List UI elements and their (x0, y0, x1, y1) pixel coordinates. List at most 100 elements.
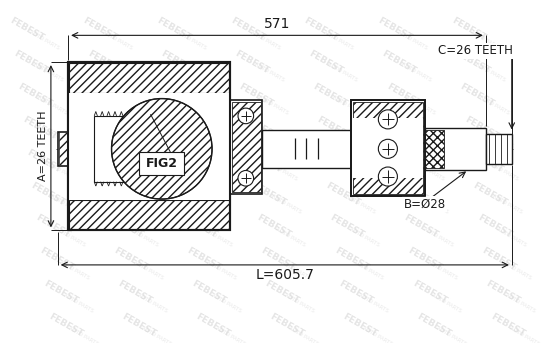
Text: FEBEST: FEBEST (47, 312, 84, 339)
Text: AUTO PARTS: AUTO PARTS (46, 161, 77, 182)
Text: AUTO PARTS: AUTO PARTS (201, 227, 233, 248)
Bar (351, 100, 425, 196)
Text: FEBEST: FEBEST (302, 16, 340, 43)
Text: AUTO PARTS: AUTO PARTS (509, 326, 541, 343)
Text: AUTO PARTS: AUTO PARTS (504, 293, 536, 314)
Text: FEBEST: FEBEST (34, 213, 72, 240)
Text: AUTO PARTS: AUTO PARTS (106, 62, 138, 83)
Text: FEBEST: FEBEST (99, 147, 136, 174)
Text: AUTO PARTS: AUTO PARTS (361, 326, 393, 343)
Text: AUTO PARTS: AUTO PARTS (279, 260, 311, 281)
Text: AUTO PARTS: AUTO PARTS (414, 161, 446, 182)
Text: FEBEST: FEBEST (108, 213, 145, 240)
Text: FEBEST: FEBEST (90, 82, 128, 108)
Text: FEBEST: FEBEST (160, 49, 197, 75)
Text: AUTO PARTS: AUTO PARTS (184, 95, 216, 116)
Text: FEBEST: FEBEST (402, 213, 439, 240)
Text: FEBEST: FEBEST (485, 279, 522, 306)
Text: FEBEST: FEBEST (233, 49, 271, 75)
Text: FEBEST: FEBEST (311, 82, 349, 108)
Text: AUTO PARTS: AUTO PARTS (405, 95, 437, 116)
Text: AUTO PARTS: AUTO PARTS (487, 161, 519, 182)
Bar (486, 134, 512, 164)
Text: AUTO PARTS: AUTO PARTS (323, 29, 354, 50)
Text: AUTO PARTS: AUTO PARTS (396, 29, 428, 50)
Text: FEBEST: FEBEST (476, 213, 513, 240)
Bar (353, 102, 424, 194)
Text: AUTO PARTS: AUTO PARTS (63, 293, 95, 314)
Text: AUTO PARTS: AUTO PARTS (175, 29, 207, 50)
Text: C=26 TEETH: C=26 TEETH (438, 45, 513, 57)
Text: FEBEST: FEBEST (385, 82, 422, 108)
Text: FEBEST: FEBEST (454, 49, 492, 75)
Text: AUTO PARTS: AUTO PARTS (358, 293, 389, 314)
Text: FEBEST: FEBEST (471, 180, 509, 207)
Bar (353, 118, 424, 178)
Text: FEBEST: FEBEST (342, 312, 379, 339)
Text: AUTO PARTS: AUTO PARTS (67, 326, 99, 343)
Text: AUTO PARTS: AUTO PARTS (435, 326, 467, 343)
Text: FEBEST: FEBEST (406, 246, 444, 273)
Text: AUTO PARTS: AUTO PARTS (483, 128, 515, 149)
Text: FEBEST: FEBEST (95, 115, 132, 141)
Text: AUTO PARTS: AUTO PARTS (123, 194, 155, 215)
Circle shape (378, 110, 398, 129)
Text: AUTO PARTS: AUTO PARTS (344, 194, 376, 215)
Text: AUTO PARTS: AUTO PARTS (400, 62, 432, 83)
Text: FEBEST: FEBEST (324, 180, 361, 207)
Text: 571: 571 (264, 17, 290, 31)
Text: AUTO PARTS: AUTO PARTS (32, 62, 64, 83)
Text: AUTO PARTS: AUTO PARTS (214, 326, 246, 343)
Text: FEBEST: FEBEST (173, 147, 210, 174)
Text: FEBEST: FEBEST (86, 49, 123, 75)
Text: AUTO PARTS: AUTO PARTS (180, 62, 211, 83)
Text: FEBEST: FEBEST (389, 115, 426, 141)
Text: AUTO PARTS: AUTO PARTS (257, 95, 289, 116)
Text: AUTO PARTS: AUTO PARTS (500, 260, 532, 281)
Text: FEBEST: FEBEST (415, 312, 453, 339)
Text: A=26 TEETH: A=26 TEETH (39, 111, 48, 181)
Bar (69, 63, 229, 93)
Text: AUTO PARTS: AUTO PARTS (288, 326, 320, 343)
Text: FEBEST: FEBEST (458, 82, 496, 108)
Text: AUTO PARTS: AUTO PARTS (340, 161, 372, 182)
Text: FEBEST: FEBEST (268, 312, 305, 339)
Text: FEBEST: FEBEST (263, 279, 301, 306)
Text: AUTO PARTS: AUTO PARTS (431, 293, 463, 314)
Text: AUTO PARTS: AUTO PARTS (478, 95, 510, 116)
Text: AUTO PARTS: AUTO PARTS (331, 95, 363, 116)
Bar (68, 62, 230, 230)
Text: AUTO PARTS: AUTO PARTS (418, 194, 450, 215)
Text: FEBEST: FEBEST (259, 246, 296, 273)
Text: FEBEST: FEBEST (320, 147, 357, 174)
Text: FEBEST: FEBEST (12, 49, 50, 75)
Text: FEBEST: FEBEST (30, 180, 67, 207)
Bar (230, 100, 262, 194)
Bar (425, 130, 444, 168)
Text: AUTO PARTS: AUTO PARTS (54, 227, 86, 248)
Text: FEBEST: FEBEST (337, 279, 375, 306)
Text: AUTO PARTS: AUTO PARTS (349, 227, 381, 248)
Text: FEBEST: FEBEST (381, 49, 418, 75)
Text: FEBEST: FEBEST (398, 180, 435, 207)
Text: AUTO PARTS: AUTO PARTS (132, 260, 164, 281)
Text: AUTO PARTS: AUTO PARTS (111, 95, 142, 116)
Text: AUTO PARTS: AUTO PARTS (136, 293, 168, 314)
Text: AUTO PARTS: AUTO PARTS (262, 128, 294, 149)
Bar (139, 152, 184, 175)
Circle shape (238, 170, 254, 186)
Text: L=605.7: L=605.7 (255, 268, 314, 282)
Text: FEBEST: FEBEST (42, 279, 80, 306)
Text: FEBEST: FEBEST (463, 115, 500, 141)
Text: FEBEST: FEBEST (39, 246, 76, 273)
Text: AUTO PARTS: AUTO PARTS (275, 227, 307, 248)
Text: AUTO PARTS: AUTO PARTS (50, 194, 81, 215)
Text: FIG2: FIG2 (146, 157, 178, 170)
Text: FEBEST: FEBEST (393, 147, 431, 174)
Text: FEBEST: FEBEST (489, 312, 526, 339)
Text: FEBEST: FEBEST (116, 279, 153, 306)
Text: AUTO PARTS: AUTO PARTS (353, 260, 384, 281)
Text: FEBEST: FEBEST (255, 213, 292, 240)
Text: AUTO PARTS: AUTO PARTS (210, 293, 242, 314)
Text: AUTO PARTS: AUTO PARTS (102, 29, 134, 50)
